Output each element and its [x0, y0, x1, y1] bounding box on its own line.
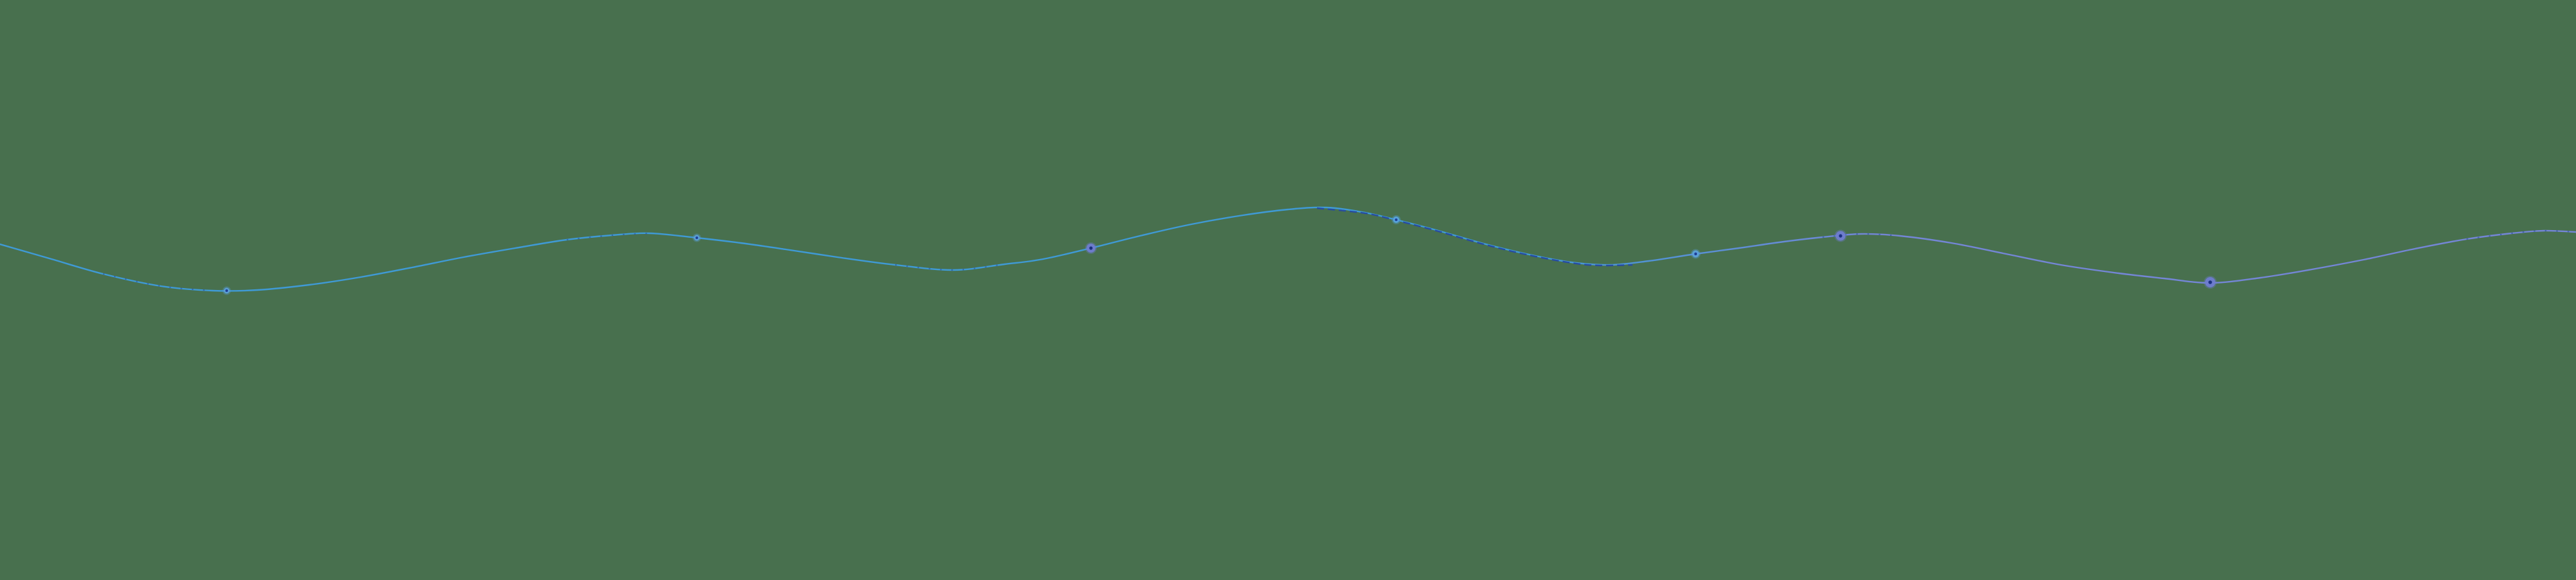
data-point-marker[interactable] — [692, 233, 701, 242]
data-point-marker[interactable] — [222, 286, 231, 295]
data-point-marker[interactable] — [1392, 215, 1401, 224]
speck-overlay — [566, 233, 651, 240]
speck-overlay — [1822, 233, 1900, 238]
data-point-marker[interactable] — [2204, 276, 2217, 289]
speck-overlay — [895, 264, 1005, 271]
data-point-marker[interactable] — [1085, 242, 1097, 254]
wave-line-path — [0, 206, 2576, 292]
speck-overlay — [102, 273, 213, 291]
data-point-marker[interactable] — [1690, 249, 1701, 259]
data-point-marker[interactable] — [1834, 229, 1847, 242]
navy-dashed-segment — [1316, 207, 1633, 267]
